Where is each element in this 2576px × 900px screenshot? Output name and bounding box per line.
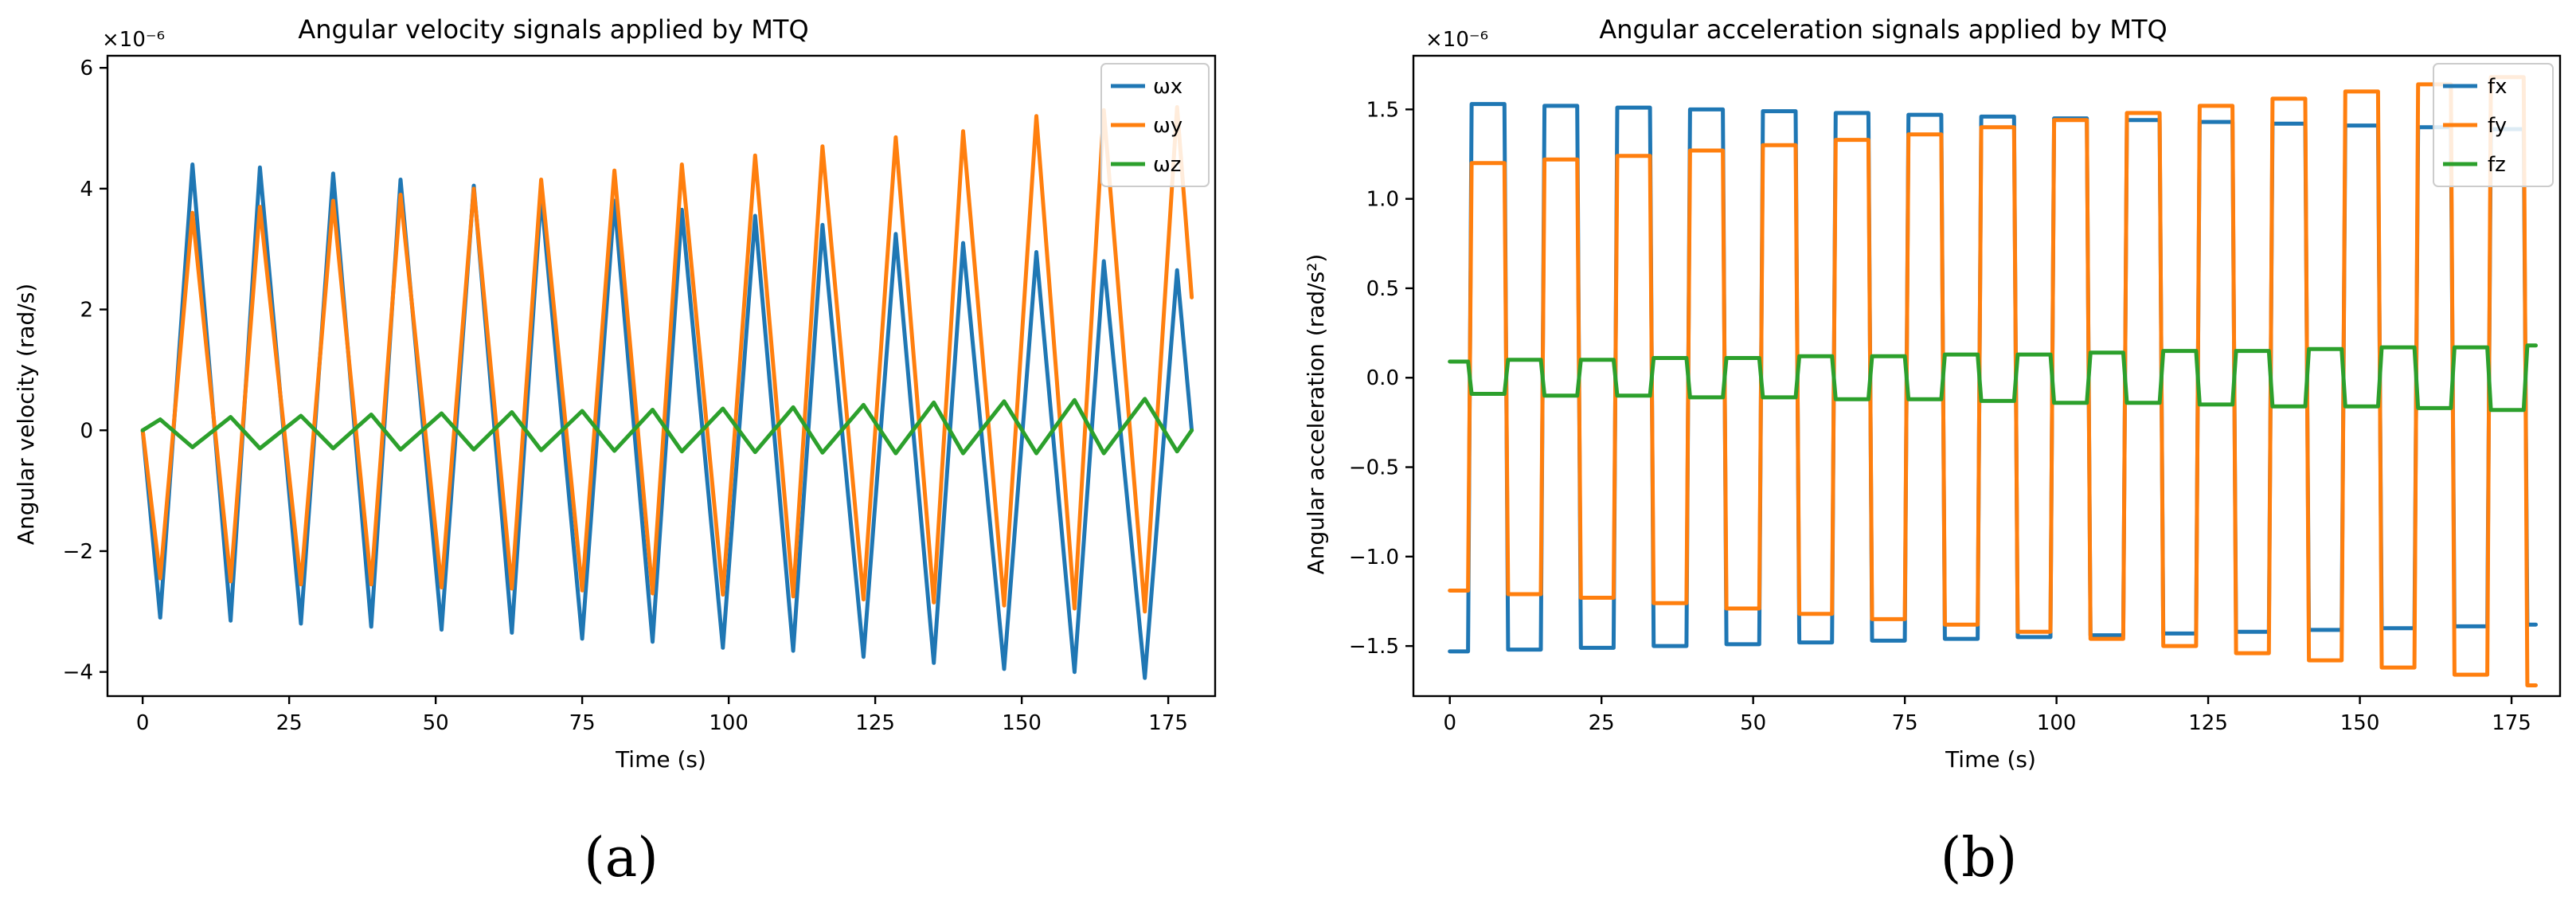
panel-a-chart: Angular velocity signals applied by MTQ …: [13, 14, 1217, 890]
chart-b-series-layer: [1448, 75, 2538, 687]
chart-b-multiplier: ×10⁻⁶: [1425, 28, 1488, 52]
chart-a-legend-label-wy: ωy: [1153, 114, 1182, 138]
chart-a-series-wx-line: [140, 162, 1194, 680]
chart-a-series-wy-line: [140, 105, 1194, 614]
chart-a-xlabel: Time (s): [615, 746, 706, 773]
chart-b-xtick-label: 175: [2492, 711, 2531, 735]
chart-b-series-fz-line: [1448, 343, 2538, 413]
chart-b-legend-label-fz: fz: [2488, 153, 2506, 177]
chart-a-legend: ωx ωy ωz: [1100, 63, 1210, 187]
chart-b-ylabel: Angular acceleration (rad/s²): [1303, 254, 1329, 575]
chart-a-ticks: 0 25 50 75 100 125 150 175 −4 −2 0 2 4 6: [63, 57, 1188, 735]
chart-b-xtick-label: 125: [2188, 711, 2228, 735]
chart-a-xtick-label: 75: [569, 711, 596, 735]
chart-b-legend-label-fx: fx: [2488, 75, 2508, 99]
chart-b-series-fy-line: [1448, 75, 2538, 687]
chart-b-xtick-label: 150: [2340, 711, 2380, 735]
chart-b-ytick-label: −1.5: [1349, 635, 1399, 659]
chart-a-legend-label-wz: ωz: [1153, 153, 1181, 177]
chart-a-xtick-label: 100: [709, 711, 749, 735]
chart-b-xlabel: Time (s): [1945, 746, 2036, 773]
chart-b-series-fx-line: [1448, 102, 2538, 654]
chart-a-xtick-label: 50: [423, 711, 449, 735]
panel-b-chart: Angular acceleration signals applied by …: [1303, 14, 2562, 890]
chart-b-xtick-label: 50: [1740, 711, 1766, 735]
chart-a-ytick-label: 0: [80, 419, 93, 443]
chart-a-xtick-label: 0: [136, 711, 150, 735]
chart-a-title: Angular velocity signals applied by MTQ: [298, 14, 808, 45]
chart-b-xtick-label: 100: [2037, 711, 2077, 735]
chart-a-xtick-label: 25: [276, 711, 303, 735]
chart-a-series-layer: [140, 105, 1194, 680]
chart-b-xtick-label: 25: [1589, 711, 1615, 735]
chart-a-legend-label-wx: ωx: [1153, 75, 1182, 99]
chart-b-ticks: 0 25 50 75 100 125 150 175 −1.5 −1.0 −0.5 0.0 0.5 1.0…: [1349, 98, 2531, 735]
chart-b-ytick-label: 0.0: [1366, 366, 1399, 390]
chart-a-ytick-label: −2: [63, 540, 93, 564]
chart-b-xtick-label: 75: [1892, 711, 1918, 735]
chart-b-ytick-label: 1.5: [1366, 98, 1399, 122]
chart-a-xtick-label: 150: [1002, 711, 1042, 735]
chart-b-ytick-label: −1.0: [1349, 546, 1399, 569]
chart-a-ytick-label: 4: [80, 178, 93, 202]
chart-a-multiplier: ×10⁻⁶: [102, 28, 165, 52]
chart-b-ytick-label: 0.5: [1366, 277, 1399, 301]
chart-a-plot-frame: [106, 54, 1217, 698]
chart-b-legend-label-fy: fy: [2488, 114, 2507, 138]
chart-a-ytick-label: −4: [63, 661, 93, 685]
chart-a-legend-box: [1100, 63, 1210, 187]
chart-b-legend-box: [2433, 63, 2554, 187]
chart-a-ytick-label: 2: [80, 299, 93, 323]
chart-b-ytick-label: 1.0: [1366, 188, 1399, 212]
chart-a-ylabel: Angular velocity (rad/s): [13, 284, 39, 545]
chart-a-ytick-label: 6: [80, 57, 93, 80]
chart-a-xtick-label: 125: [855, 711, 895, 735]
chart-b-title: Angular acceleration signals applied by …: [1599, 14, 2167, 45]
panel-a-label: (a): [584, 827, 659, 890]
chart-b-ytick-label: −0.5: [1349, 456, 1399, 480]
panel-b-label: (b): [1941, 827, 2018, 890]
chart-a-series-wz-line: [140, 397, 1194, 456]
chart-b-legend: fx fy fz: [2433, 63, 2554, 187]
chart-a-xtick-label: 175: [1148, 711, 1188, 735]
chart-b-plot-frame: [1412, 54, 2562, 698]
chart-b-xtick-label: 0: [1443, 711, 1456, 735]
